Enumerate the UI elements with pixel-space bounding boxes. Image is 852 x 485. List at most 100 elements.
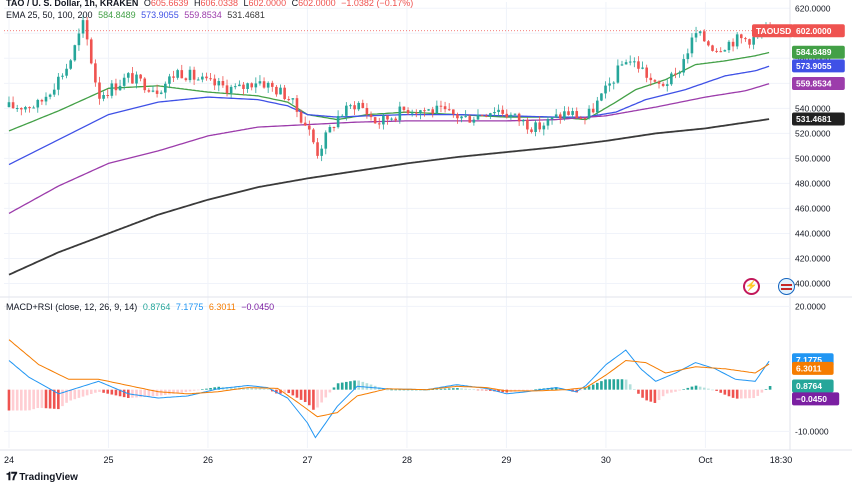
macd-histogram-bar	[579, 389, 583, 391]
candle-body	[464, 116, 467, 118]
macd-histogram-bar	[480, 389, 484, 391]
macd-histogram-bar	[558, 388, 562, 390]
macd-histogram-bar	[106, 389, 110, 394]
macd-histogram-bar	[727, 389, 731, 397]
candle-body	[439, 105, 443, 107]
ema100-badge: 559.8534	[796, 79, 832, 89]
ema200-badge-bg	[792, 112, 845, 126]
symbol-title: TAO / U. S. Dollar, 1h, KRAKEN	[6, 0, 139, 8]
tradingview-logo[interactable]: 𝟏𝟕 TradingView	[6, 471, 78, 484]
candle-body	[645, 67, 648, 78]
candle-body	[452, 109, 455, 115]
macd-histogram-bar	[591, 384, 595, 390]
symbol-legend[interactable]: TAO / U. S. Dollar, 1h, KRAKEN O605.6639…	[6, 0, 416, 8]
macd-histogram-bar	[361, 381, 365, 390]
candle-body	[349, 105, 352, 107]
price-tick-label: 480.0000	[795, 178, 831, 188]
candle-body	[587, 108, 591, 119]
candle-body	[657, 81, 661, 84]
candle-body	[423, 110, 426, 112]
candle-body	[505, 113, 509, 118]
low-value: 602.0000	[248, 0, 287, 8]
macd-histogram-bar	[15, 389, 19, 411]
macd-histogram-bar	[678, 389, 681, 391]
macd-histogram-bar	[665, 389, 669, 394]
time-tick-label: 27	[302, 455, 312, 465]
ema100-value: 559.8534	[184, 10, 222, 20]
macd-histogram-bar	[406, 389, 410, 391]
macd-histogram-bar	[456, 388, 459, 390]
macd-histogram-bar	[620, 379, 624, 390]
macd-histogram-bar	[303, 389, 307, 403]
candle-body	[106, 95, 110, 97]
candle-body	[637, 61, 640, 69]
alert-icon[interactable]: ⚡	[743, 278, 760, 295]
candle-body	[254, 83, 258, 88]
candle-body	[85, 20, 89, 40]
candle-body	[723, 50, 727, 52]
candle-body	[353, 105, 356, 110]
macd-tick-label: -10.0000	[795, 426, 829, 436]
ema200-value: 531.4681	[227, 10, 265, 20]
candle-body	[7, 102, 11, 108]
macd-histogram-bar	[94, 389, 97, 393]
candle-body	[567, 111, 570, 115]
macd-histogram-bar	[61, 389, 64, 407]
macd-histogram-bar	[40, 389, 44, 408]
candle-body	[114, 83, 118, 91]
candle-body	[164, 83, 167, 93]
candle-body	[608, 83, 611, 86]
macd-histogram-bar	[534, 389, 537, 390]
hist-badge-bg	[792, 379, 834, 393]
candle-body	[641, 67, 644, 69]
candle-body	[558, 114, 562, 119]
macd-legend[interactable]: MACD+RSI (close, 12, 26, 9, 14) 0.8764 7…	[6, 302, 277, 312]
candle-body	[283, 87, 286, 100]
candle-body	[612, 82, 616, 84]
macd-histogram-bar	[336, 383, 340, 390]
candle-body	[521, 120, 525, 122]
candle-body	[65, 68, 68, 76]
macd-histogram-bar	[633, 389, 636, 390]
macd-histogram-bar	[122, 389, 126, 398]
candle-body	[242, 84, 245, 89]
candle-body	[472, 119, 476, 123]
candle-body	[698, 31, 702, 34]
macd-histogram-bar	[283, 389, 286, 393]
macd-histogram-bar	[600, 381, 603, 390]
candle-body	[98, 82, 101, 99]
candle-body	[336, 116, 340, 128]
macd-histogram-bar	[213, 387, 216, 390]
macd-histogram-bar	[320, 389, 323, 403]
candle-body	[24, 107, 27, 110]
ema-legend[interactable]: EMA 25, 50, 100, 200 584.8489 573.9055 5…	[6, 10, 268, 20]
ema25-line	[8, 51, 770, 132]
high-label: H	[193, 0, 201, 8]
macd-label: MACD+RSI (close, 12, 26, 9, 14)	[6, 302, 138, 312]
macd-histogram-bar	[604, 379, 607, 390]
candle-body	[571, 111, 574, 115]
candle-body	[135, 74, 138, 84]
macd-histogram-bar	[180, 389, 184, 393]
candle-body	[233, 86, 237, 88]
macd-histogram-bar	[114, 389, 118, 396]
macd-histogram-bar	[159, 389, 163, 396]
macd-histogram-bar	[435, 389, 439, 390]
macd-histogram-bar	[489, 389, 492, 391]
candle-body	[628, 61, 632, 63]
candle-body	[686, 53, 690, 60]
macd-histogram-bar	[201, 389, 204, 390]
flag-icon[interactable]	[778, 278, 795, 295]
signal-line	[8, 339, 770, 418]
macd-histogram-bar	[764, 389, 768, 390]
price-badges: 602.0000 TAOUSD 584.8489 573.9055 559.8534 53…	[752, 24, 845, 406]
macd-badge: 7.1775	[796, 355, 822, 365]
candle-body	[670, 73, 673, 85]
macd-pane[interactable]	[7, 339, 772, 439]
candle-body	[213, 78, 216, 86]
macd-histogram-bar	[135, 389, 138, 398]
macd-histogram-bar	[357, 380, 360, 390]
candle-body	[122, 77, 126, 86]
macd-histogram-bar	[624, 379, 628, 390]
price-pane[interactable]	[7, 15, 772, 276]
